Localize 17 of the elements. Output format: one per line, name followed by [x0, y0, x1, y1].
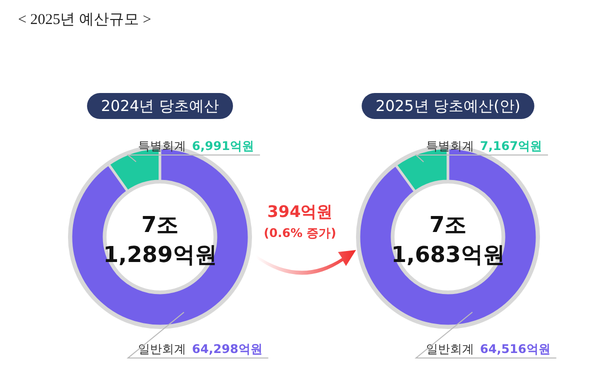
- text: 394억원: [267, 202, 333, 221]
- data-label: 7,167억원: [480, 139, 542, 153]
- text: 1,683억원: [391, 243, 505, 268]
- text: 7조: [429, 213, 467, 238]
- slice-label: 일반회계: [138, 342, 186, 356]
- slice-label: 일반회계: [426, 342, 474, 356]
- slice-label: 특별회계: [426, 139, 474, 153]
- text: < 2025년 예산규모 >: [18, 12, 152, 28]
- data-label: 64,298억원: [192, 342, 262, 356]
- text: 7조: [141, 213, 179, 238]
- text: (0.6% 증가): [264, 226, 336, 240]
- slice-label: 특별회계: [138, 139, 186, 153]
- data-label: 64,516억원: [480, 342, 550, 356]
- data-label: 6,991억원: [192, 139, 254, 153]
- chart-title: 2025년 당초예산(안): [376, 97, 520, 115]
- chart-title: 2024년 당초예산: [101, 97, 219, 115]
- text: 1,289억원: [103, 243, 217, 268]
